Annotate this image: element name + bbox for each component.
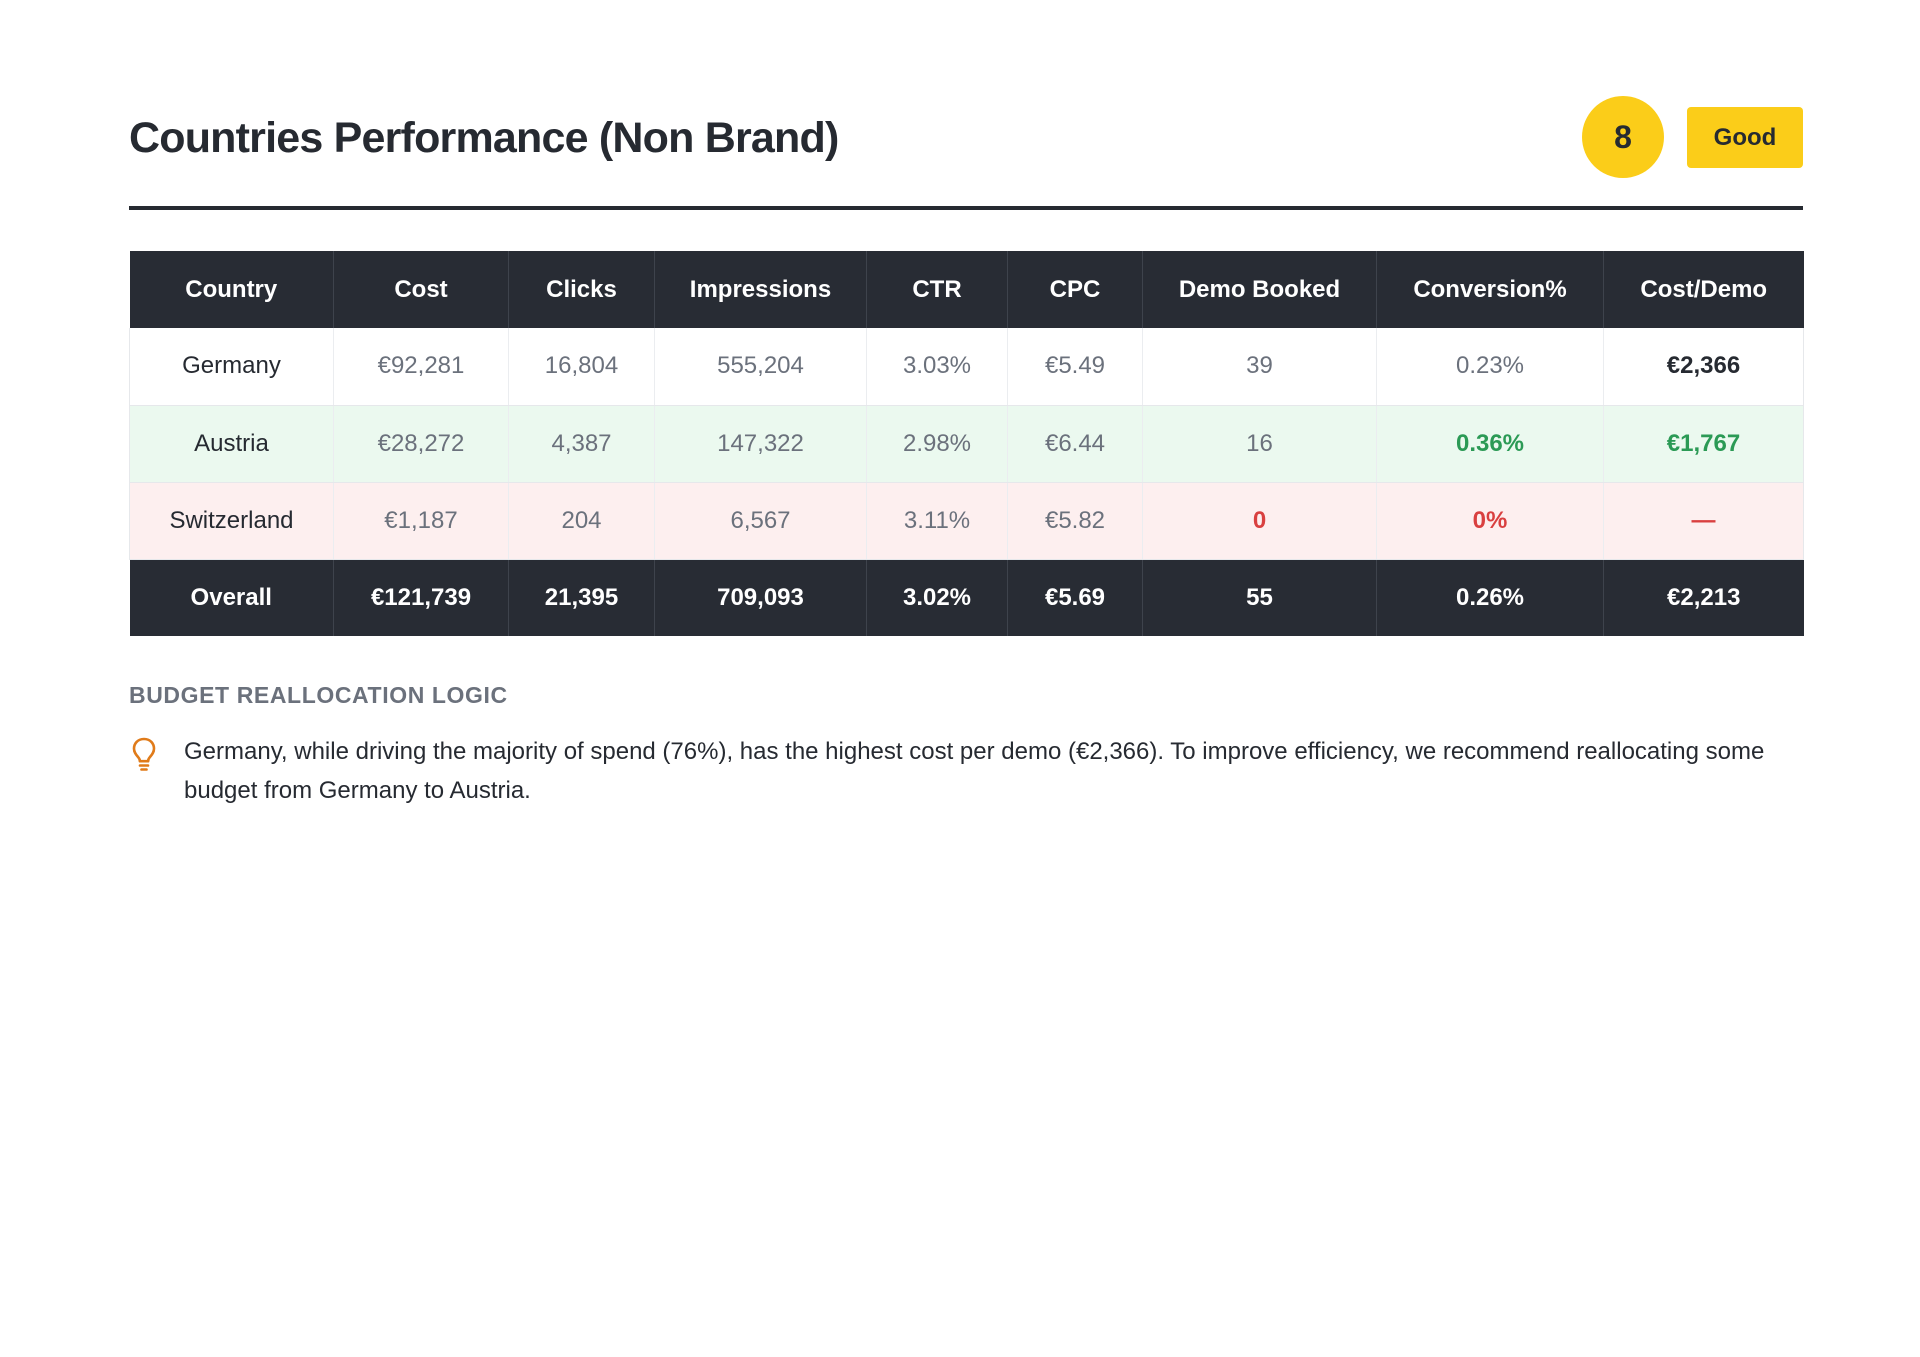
table-header-row: Country Cost Clicks Impressions CTR CPC … <box>129 251 1804 328</box>
total-ctr-cell: 3.02% <box>866 559 1008 636</box>
column-header-ctr[interactable]: CTR <box>866 251 1008 328</box>
cost-cell: €1,187 <box>333 482 509 560</box>
cost-per-demo-cell: €2,366 <box>1603 328 1804 406</box>
cpc-cell: €5.49 <box>1007 328 1143 406</box>
table-total-row: Overall €121,739 21,395 709,093 3.02% €5… <box>129 559 1804 636</box>
country-cell: Switzerland <box>129 482 334 560</box>
page-title: Countries Performance (Non Brand) <box>129 114 839 162</box>
total-cost-cell: €121,739 <box>333 559 509 636</box>
lightbulb-icon <box>129 736 159 772</box>
insight-block: Germany, while driving the majority of s… <box>129 732 1803 810</box>
impressions-cell: 6,567 <box>654 482 867 560</box>
demo-booked-cell: 16 <box>1142 405 1377 483</box>
clicks-cell: 16,804 <box>508 328 655 406</box>
total-clicks-cell: 21,395 <box>508 559 655 636</box>
total-impressions-cell: 709,093 <box>654 559 867 636</box>
column-header-conversion[interactable]: Conversion% <box>1376 251 1604 328</box>
conversion-cell: 0.23% <box>1376 328 1604 406</box>
total-conversion-cell: 0.26% <box>1376 559 1604 636</box>
report-header: Countries Performance (Non Brand) 8 Good <box>129 96 1803 210</box>
total-demo-booked-cell: 55 <box>1142 559 1377 636</box>
insight-text: Germany, while driving the majority of s… <box>184 738 1765 804</box>
clicks-cell: 4,387 <box>508 405 655 483</box>
column-header-cost[interactable]: Cost <box>333 251 509 328</box>
impressions-cell: 555,204 <box>654 328 867 406</box>
column-header-clicks[interactable]: Clicks <box>508 251 655 328</box>
cost-cell: €28,272 <box>333 405 509 483</box>
table-row: Austria €28,272 4,387 147,322 2.98% €6.4… <box>129 405 1804 483</box>
column-header-demo-booked[interactable]: Demo Booked <box>1142 251 1377 328</box>
column-header-cost-per-demo[interactable]: Cost/Demo <box>1603 251 1804 328</box>
ctr-cell: 3.03% <box>866 328 1008 406</box>
column-header-impressions[interactable]: Impressions <box>654 251 867 328</box>
conversion-cell: 0.36% <box>1376 405 1604 483</box>
clicks-cell: 204 <box>508 482 655 560</box>
column-header-cpc[interactable]: CPC <box>1007 251 1143 328</box>
rating-badge: Good <box>1687 107 1803 168</box>
cost-per-demo-cell: — <box>1603 482 1804 560</box>
country-cell: Germany <box>129 328 334 406</box>
ctr-cell: 2.98% <box>866 405 1008 483</box>
cpc-cell: €6.44 <box>1007 405 1143 483</box>
cost-cell: €92,281 <box>333 328 509 406</box>
conversion-cell: 0% <box>1376 482 1604 560</box>
cpc-cell: €5.82 <box>1007 482 1143 560</box>
demo-booked-cell: 0 <box>1142 482 1377 560</box>
countries-performance-table: Country Cost Clicks Impressions CTR CPC … <box>129 251 1804 636</box>
table-row: Switzerland €1,187 204 6,567 3.11% €5.82… <box>129 482 1804 560</box>
total-cost-per-demo-cell: €2,213 <box>1603 559 1804 636</box>
country-cell: Austria <box>129 405 334 483</box>
cost-per-demo-cell: €1,767 <box>1603 405 1804 483</box>
score-badge: 8 <box>1582 96 1664 178</box>
column-header-country[interactable]: Country <box>129 251 334 328</box>
section-heading: BUDGET REALLOCATION LOGIC <box>129 682 508 708</box>
total-country-cell: Overall <box>129 559 334 636</box>
impressions-cell: 147,322 <box>654 405 867 483</box>
ctr-cell: 3.11% <box>866 482 1008 560</box>
table-row: Germany €92,281 16,804 555,204 3.03% €5.… <box>129 328 1804 406</box>
total-cpc-cell: €5.69 <box>1007 559 1143 636</box>
demo-booked-cell: 39 <box>1142 328 1377 406</box>
